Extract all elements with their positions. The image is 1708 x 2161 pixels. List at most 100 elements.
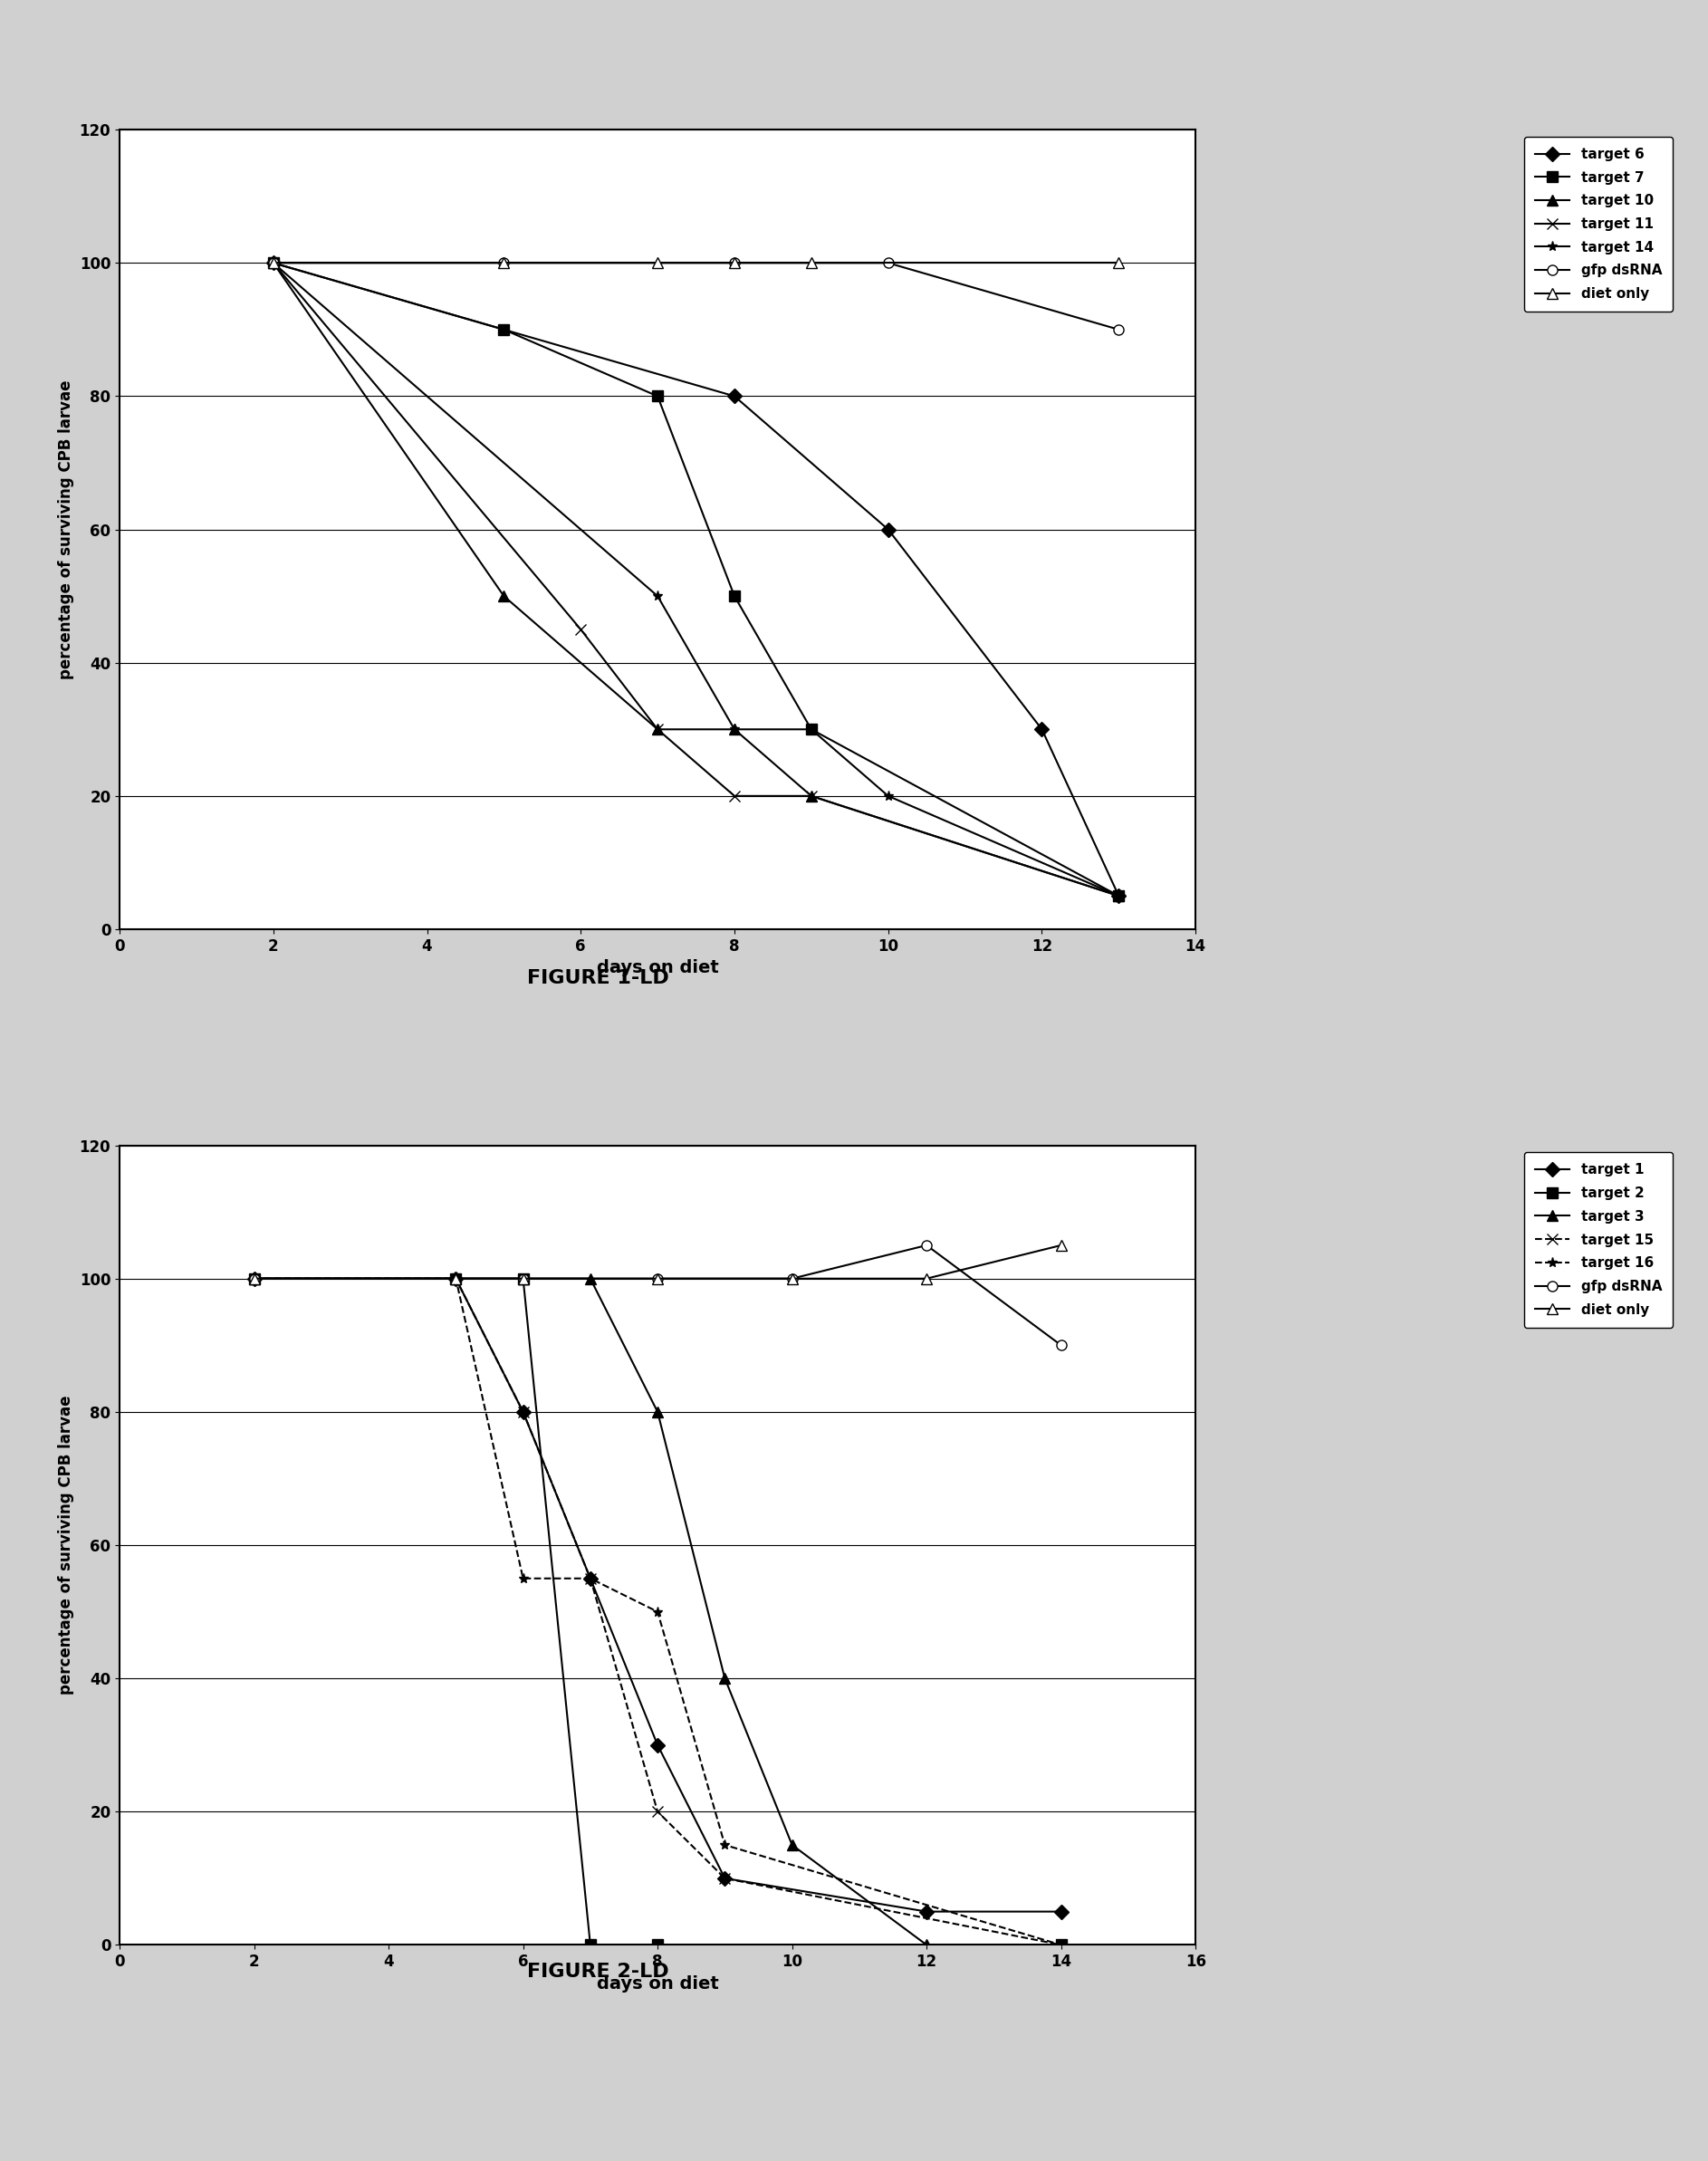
target 16 — [714, 1833, 734, 1858]
diet only — [647, 1266, 668, 1292]
Line: target 16: target 16 — [249, 1273, 1066, 1949]
diet only — [1050, 1232, 1071, 1258]
target 11 — [647, 717, 668, 743]
Line: target 10: target 10 — [268, 257, 1124, 901]
target 11 — [1108, 884, 1129, 910]
target 16 — [1050, 1932, 1071, 1958]
diet only — [446, 1266, 466, 1292]
target 16 — [647, 1599, 668, 1625]
target 10 — [1108, 884, 1129, 910]
target 14 — [724, 717, 745, 743]
target 2 — [446, 1266, 466, 1292]
diet only — [512, 1266, 533, 1292]
target 7 — [801, 717, 822, 743]
target 1 — [581, 1565, 601, 1590]
gfp dsRNA — [244, 1266, 265, 1292]
target 1 — [714, 1865, 734, 1891]
Line: target 3: target 3 — [249, 1273, 931, 1949]
Line: diet only: diet only — [268, 257, 1124, 268]
target 6 — [1108, 884, 1129, 910]
target 3 — [647, 1398, 668, 1424]
target 3 — [244, 1266, 265, 1292]
target 11 — [263, 251, 284, 277]
target 1 — [446, 1266, 466, 1292]
gfp dsRNA — [647, 1266, 668, 1292]
target 1 — [244, 1266, 265, 1292]
target 2 — [647, 1932, 668, 1958]
diet only — [915, 1266, 936, 1292]
target 15 — [1050, 1932, 1071, 1958]
Text: FIGURE 2-LD: FIGURE 2-LD — [526, 1962, 670, 1982]
diet only — [244, 1266, 265, 1292]
gfp dsRNA — [878, 251, 898, 277]
target 15 — [446, 1266, 466, 1292]
target 6 — [263, 251, 284, 277]
target 14 — [801, 717, 822, 743]
gfp dsRNA — [1108, 318, 1129, 344]
target 1 — [647, 1733, 668, 1759]
Line: target 15: target 15 — [249, 1273, 1066, 1949]
target 11 — [570, 616, 591, 642]
diet only — [494, 251, 514, 277]
target 15 — [714, 1865, 734, 1891]
target 6 — [1032, 717, 1052, 743]
target 16 — [512, 1565, 533, 1590]
target 1 — [915, 1900, 936, 1925]
target 10 — [801, 782, 822, 808]
gfp dsRNA — [724, 251, 745, 277]
gfp dsRNA — [512, 1266, 533, 1292]
target 6 — [878, 516, 898, 542]
Legend: target 6, target 7, target 10, target 11, target 14, gfp dsRNA, diet only: target 6, target 7, target 10, target 11… — [1524, 136, 1672, 311]
Line: gfp dsRNA: gfp dsRNA — [249, 1240, 1066, 1351]
target 7 — [1108, 884, 1129, 910]
target 14 — [1108, 884, 1129, 910]
target 3 — [512, 1266, 533, 1292]
target 16 — [244, 1266, 265, 1292]
target 3 — [915, 1932, 936, 1958]
target 15 — [512, 1398, 533, 1424]
Y-axis label: percentage of surviving CPB larvae: percentage of surviving CPB larvae — [58, 380, 75, 679]
target 10 — [647, 717, 668, 743]
target 11 — [801, 782, 822, 808]
diet only — [782, 1266, 803, 1292]
Line: gfp dsRNA: gfp dsRNA — [268, 257, 1124, 335]
diet only — [1108, 251, 1129, 277]
X-axis label: days on diet: days on diet — [596, 1975, 719, 1992]
target 16 — [446, 1266, 466, 1292]
gfp dsRNA — [1050, 1331, 1071, 1359]
diet only — [801, 251, 822, 277]
target 7 — [494, 318, 514, 344]
gfp dsRNA — [915, 1232, 936, 1258]
target 7 — [724, 583, 745, 609]
target 10 — [263, 251, 284, 277]
diet only — [647, 251, 668, 277]
target 10 — [494, 583, 514, 609]
Line: diet only: diet only — [249, 1240, 1066, 1284]
target 2 — [512, 1266, 533, 1292]
target 16 — [581, 1565, 601, 1590]
target 14 — [263, 251, 284, 277]
target 15 — [647, 1798, 668, 1824]
target 1 — [512, 1398, 533, 1424]
X-axis label: days on diet: days on diet — [596, 959, 719, 977]
Line: target 6: target 6 — [268, 257, 1124, 901]
target 3 — [782, 1833, 803, 1858]
target 2 — [244, 1266, 265, 1292]
Line: target 14: target 14 — [268, 257, 1124, 901]
target 14 — [878, 782, 898, 808]
target 3 — [446, 1266, 466, 1292]
Y-axis label: percentage of surviving CPB larvae: percentage of surviving CPB larvae — [58, 1396, 75, 1694]
target 11 — [724, 782, 745, 808]
Line: target 1: target 1 — [249, 1273, 1066, 1917]
target 3 — [714, 1666, 734, 1692]
target 3 — [581, 1266, 601, 1292]
diet only — [724, 251, 745, 277]
target 7 — [263, 251, 284, 277]
target 14 — [647, 583, 668, 609]
gfp dsRNA — [494, 251, 514, 277]
target 2 — [1050, 1932, 1071, 1958]
target 10 — [724, 717, 745, 743]
target 6 — [724, 382, 745, 408]
Line: target 7: target 7 — [268, 257, 1124, 901]
Text: FIGURE 1-LD: FIGURE 1-LD — [526, 968, 670, 988]
